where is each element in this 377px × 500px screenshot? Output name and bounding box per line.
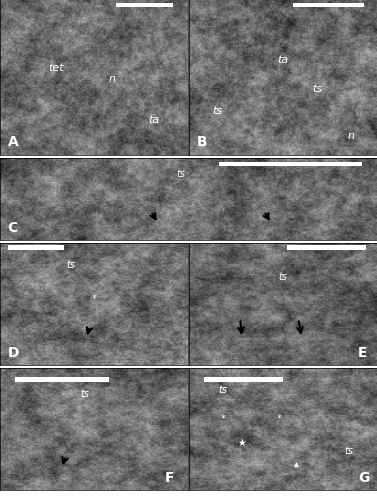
FancyBboxPatch shape xyxy=(116,3,173,7)
Text: C: C xyxy=(8,221,18,235)
Text: *: * xyxy=(277,414,282,424)
FancyBboxPatch shape xyxy=(287,245,366,250)
Text: n: n xyxy=(347,131,354,141)
FancyBboxPatch shape xyxy=(293,3,364,7)
Text: ts: ts xyxy=(219,384,228,394)
Text: *: * xyxy=(221,414,225,424)
Text: B: B xyxy=(197,134,208,148)
Text: E: E xyxy=(358,346,368,360)
Text: ts: ts xyxy=(279,272,288,282)
Text: ts: ts xyxy=(176,169,185,179)
FancyBboxPatch shape xyxy=(219,162,362,166)
FancyBboxPatch shape xyxy=(204,378,283,382)
Text: tet: tet xyxy=(49,64,64,74)
Text: ts: ts xyxy=(80,390,89,400)
Text: F: F xyxy=(165,471,175,485)
Text: ts: ts xyxy=(344,446,353,456)
Text: ts: ts xyxy=(312,84,322,94)
Text: ta: ta xyxy=(148,116,159,126)
FancyBboxPatch shape xyxy=(15,378,109,382)
Text: *: * xyxy=(91,294,96,304)
Text: ★: ★ xyxy=(238,438,246,448)
Text: G: G xyxy=(358,471,369,485)
Text: A: A xyxy=(8,134,18,148)
Text: ▴: ▴ xyxy=(294,458,299,468)
Text: ts: ts xyxy=(213,106,223,116)
Text: ts: ts xyxy=(67,260,76,270)
Text: n: n xyxy=(109,74,116,85)
Text: ta: ta xyxy=(277,56,289,66)
Text: D: D xyxy=(8,346,19,360)
FancyBboxPatch shape xyxy=(8,245,64,250)
